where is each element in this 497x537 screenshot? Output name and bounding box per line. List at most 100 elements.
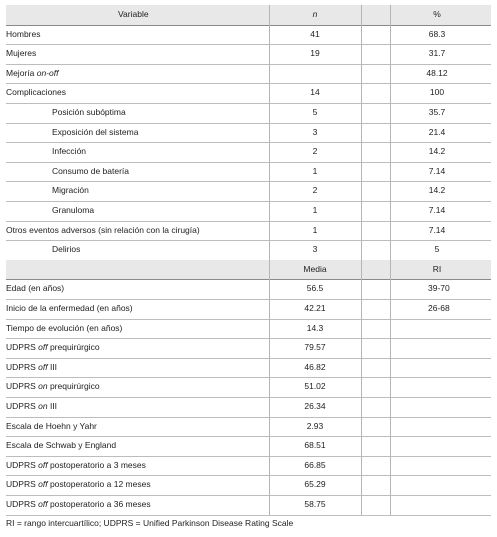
row-label-text: UDPRS off prequirúrgico [6,342,100,353]
cell-n: 1 [312,205,318,215]
cell-percent: 14.2 [428,146,446,157]
cell-media: 42.21 [304,303,326,313]
row-divider [6,338,491,340]
cell-ri [390,358,484,377]
row-label: Edad (en años) [6,279,306,298]
row-divider [6,103,491,104]
table-row: Hombres 41 68.3 [6,25,491,45]
cell-n: 2 [312,146,318,157]
row-label: Posición subóptima [6,103,352,122]
table-row: UDPRS off postoperatorio a 12 meses 65.29 [6,475,491,495]
row-label-text: Escala de Schwab y England [6,440,117,451]
row-label-text: UDPRS off postoperatorio a 36 meses [6,499,151,509]
row-divider [6,436,491,438]
row-label-text: UDPRS off III [6,361,58,372]
row-label: Inicio de la enfermedad (en años) [6,299,306,318]
row-label-italic: off [38,479,48,490]
table-row: Complicaciones 14 100 [6,83,491,103]
cell-media: 51.02 [304,381,326,392]
row-label: UDPRS on III [6,397,306,416]
cell-ri [390,495,484,514]
table-row: UDPRS off postoperatorio a 3 meses 66.85 [6,456,491,476]
row-label: UDPRS on prequirúrgico [6,377,306,396]
row-label: Consumo de batería [6,162,352,181]
row-label: Mujeres [6,44,306,63]
row-label-text: Mujeres [6,48,37,59]
data-table: Variable n% Hombres 41 68.3 Mujeres 19 31.7 Mejo… [6,5,491,516]
table-row: Delirios 3 5 [6,240,491,260]
row-divider [6,318,491,320]
table-row: Mujeres 19 31.7 [6,44,491,64]
row-label-text: Infección [52,146,87,157]
cell-n: 1 [312,165,318,176]
table-header-row: Variable n% [6,5,491,25]
cell-n: 19 [310,48,320,59]
cell-percent: 5 [434,244,440,255]
table-row: Consumo de batería 1 7.14 [6,162,491,182]
table-row: Mejoría on-off 48.12 [6,64,491,84]
table-row: Migración 2 14.2 [6,181,491,201]
row-label-text: UDPRS off postoperatorio a 12 meses [6,479,151,490]
cell-media: 65.29 [304,479,326,490]
row-label: Granuloma [6,201,352,220]
row-divider [6,240,491,242]
row-label: UDPRS off postoperatorio a 3 meses [6,456,306,475]
row-label: Tiempo de evolución (en años) [6,319,306,338]
row-divider [6,514,491,516]
cell-media: 68.51 [304,440,326,451]
row-divider [6,279,491,281]
table-row: Granuloma 1 7.14 [6,201,491,221]
row-label-text: Mejoría on-off [6,67,59,78]
row-label-text: Edad (en años) [6,283,65,294]
row-divider [6,220,491,222]
cell-n: 1 [312,224,318,235]
table-row: UDPRS on III 26.34 [6,397,491,417]
cell-media: 58.75 [304,499,326,509]
table-row: Tiempo de evolución (en años) 14.3 [6,319,491,339]
row-label-italic: on [38,381,48,392]
row-label-text: Consumo de batería [52,165,130,176]
row-label: Exposición del sistema [6,123,352,142]
row-label-text: UDPRS on III [6,401,58,411]
row-divider [6,299,491,300]
cell-media: 14.3 [306,322,324,333]
row-label: Mejoría on-off [6,64,306,83]
row-label-text: UDPRS on prequirúrgico [6,381,100,392]
row-label-text: Exposición del sistema [52,126,139,137]
row-label-text: Escala de Hoehn y Yahr [6,420,97,431]
row-label-italic: off [38,499,48,509]
cell-media: 66.85 [304,459,326,470]
row-label: UDPRS off postoperatorio a 36 meses [6,495,306,514]
row-label-italic: on-off [36,67,59,78]
header-n-text: n [312,9,318,19]
table-row: UDPRS off III 46.82 [6,358,491,378]
header-ri: RI [432,263,442,274]
cell-percent: 35.7 [428,107,446,117]
row-label: Infección [6,142,352,161]
row-label-italic: off [38,342,48,353]
cell-n [269,64,361,83]
cell-percent: 7.14 [428,224,446,235]
cell-n: 41 [310,28,320,39]
row-label-italic: off [38,459,48,470]
table-row: Escala de Hoehn y Yahr 2.93 [6,417,491,437]
row-label-text: Posición subóptima [52,107,126,117]
header-media: Media [303,263,327,274]
header-percent: % [433,9,441,19]
row-label-text: Hombres [6,28,41,39]
cell-ri [390,338,484,357]
table-footnote: RI = rango intercuartílico; UDPRS = Unif… [6,518,294,528]
cell-ri [390,436,484,455]
row-divider [6,44,491,46]
row-label: Escala de Hoehn y Yahr [6,417,306,436]
cell-n: 14 [310,87,320,98]
column-divider [269,5,270,515]
row-label: UDPRS off III [6,358,306,377]
cell-percent: 31.7 [428,48,446,59]
cell-ri [390,397,484,416]
row-divider [6,495,491,496]
row-divider [6,63,491,65]
cell-percent: 100 [429,87,445,98]
row-divider [6,201,491,202]
cell-media: 2.93 [306,420,324,431]
